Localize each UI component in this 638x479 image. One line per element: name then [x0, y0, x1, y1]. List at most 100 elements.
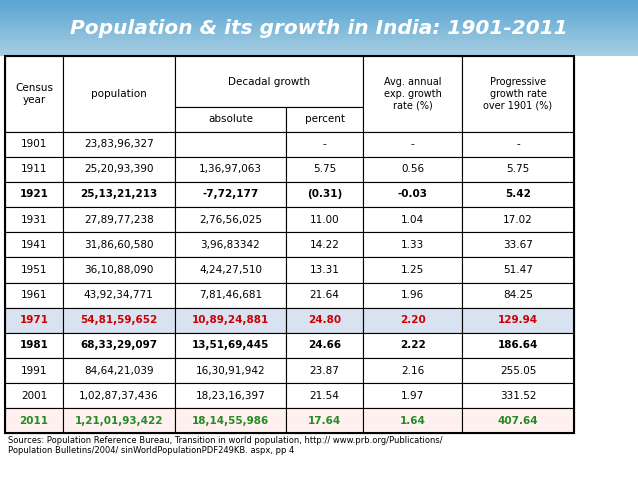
Bar	[5, 207, 63, 232]
Bar	[286, 333, 363, 358]
Text: Avg. annual
exp. growth
rate (%): Avg. annual exp. growth rate (%)	[383, 77, 441, 110]
Bar	[175, 383, 286, 408]
Bar	[63, 283, 175, 308]
Bar	[63, 56, 175, 132]
Bar	[5, 308, 63, 333]
Bar	[63, 207, 175, 232]
Text: 1971: 1971	[20, 315, 48, 325]
Text: 18,23,16,397: 18,23,16,397	[196, 391, 265, 401]
Bar	[175, 308, 286, 333]
Bar	[363, 157, 462, 182]
Text: 24.66: 24.66	[308, 341, 341, 351]
Text: 17.02: 17.02	[503, 215, 533, 225]
Text: 7,81,46,681: 7,81,46,681	[199, 290, 262, 300]
Text: 2011: 2011	[20, 416, 48, 426]
Bar	[5, 358, 63, 383]
Bar	[363, 257, 462, 283]
Bar	[175, 408, 286, 433]
Text: -: -	[411, 139, 415, 149]
Bar	[5, 257, 63, 283]
Bar	[175, 182, 286, 207]
Text: 24.80: 24.80	[308, 315, 341, 325]
Bar	[286, 232, 363, 257]
Text: 255.05: 255.05	[500, 365, 536, 376]
Text: 54,81,59,652: 54,81,59,652	[80, 315, 158, 325]
Text: 13.31: 13.31	[309, 265, 339, 275]
Text: 21.54: 21.54	[309, 391, 339, 401]
Text: 25,13,21,213: 25,13,21,213	[80, 189, 158, 199]
Bar	[286, 132, 363, 157]
Bar	[175, 56, 363, 107]
Bar	[5, 232, 63, 257]
Text: 1901: 1901	[21, 139, 47, 149]
Text: 1931: 1931	[20, 215, 47, 225]
Bar	[5, 283, 63, 308]
Text: 1.25: 1.25	[401, 265, 424, 275]
Text: 84,64,21,039: 84,64,21,039	[84, 365, 154, 376]
Bar	[63, 308, 175, 333]
Bar	[175, 232, 286, 257]
Text: -0.03: -0.03	[397, 189, 427, 199]
Bar	[286, 358, 363, 383]
Text: 331.52: 331.52	[500, 391, 537, 401]
Text: (0.31): (0.31)	[307, 189, 342, 199]
Bar	[363, 283, 462, 308]
Bar	[63, 132, 175, 157]
Bar	[363, 408, 462, 433]
Bar	[5, 182, 63, 207]
Text: Population & its growth in India: 1901-2011: Population & its growth in India: 1901-2…	[70, 19, 568, 37]
Text: 2.22: 2.22	[399, 341, 426, 351]
Bar	[363, 56, 462, 132]
Bar	[462, 232, 574, 257]
Text: Census
year: Census year	[15, 83, 53, 104]
Text: 43,92,34,771: 43,92,34,771	[84, 290, 154, 300]
Text: 5.42: 5.42	[505, 189, 531, 199]
Text: 11.00: 11.00	[310, 215, 339, 225]
Text: 3,96,83342: 3,96,83342	[200, 240, 260, 250]
Text: 14.22: 14.22	[309, 240, 339, 250]
Text: 1991: 1991	[20, 365, 47, 376]
Text: 23,83,96,327: 23,83,96,327	[84, 139, 154, 149]
Bar	[63, 257, 175, 283]
Bar	[363, 232, 462, 257]
Text: 84.25: 84.25	[503, 290, 533, 300]
Bar	[63, 408, 175, 433]
Bar	[462, 56, 574, 132]
Text: 2001: 2001	[21, 391, 47, 401]
Bar	[286, 408, 363, 433]
Bar	[286, 308, 363, 333]
Text: 1,02,87,37,436: 1,02,87,37,436	[79, 391, 159, 401]
Text: 1951: 1951	[20, 265, 47, 275]
Bar	[5, 132, 63, 157]
Text: 27,89,77,238: 27,89,77,238	[84, 215, 154, 225]
Bar	[5, 333, 63, 358]
Text: 186.64: 186.64	[498, 341, 538, 351]
Bar	[363, 182, 462, 207]
Bar	[286, 107, 363, 132]
Bar	[462, 358, 574, 383]
Bar	[286, 283, 363, 308]
Text: 36,10,88,090: 36,10,88,090	[84, 265, 153, 275]
Text: 1961: 1961	[20, 290, 47, 300]
Bar	[363, 308, 462, 333]
Text: 51.47: 51.47	[503, 265, 533, 275]
Text: 1981: 1981	[20, 341, 48, 351]
Text: 1,36,97,063: 1,36,97,063	[199, 164, 262, 174]
Bar	[363, 358, 462, 383]
Bar	[5, 408, 63, 433]
Text: 2,76,56,025: 2,76,56,025	[199, 215, 262, 225]
Bar	[175, 107, 286, 132]
Bar	[175, 257, 286, 283]
Bar	[175, 333, 286, 358]
Text: 1,21,01,93,422: 1,21,01,93,422	[75, 416, 163, 426]
Text: 16,30,91,942: 16,30,91,942	[196, 365, 265, 376]
Bar	[175, 132, 286, 157]
Bar	[5, 157, 63, 182]
Text: 1.96: 1.96	[401, 290, 424, 300]
Text: 21.64: 21.64	[309, 290, 339, 300]
Text: 17.64: 17.64	[308, 416, 341, 426]
Text: 33.67: 33.67	[503, 240, 533, 250]
Bar	[462, 257, 574, 283]
Text: 18,14,55,986: 18,14,55,986	[192, 416, 269, 426]
Text: Sources: Population Reference Bureau, Transition in world population, http:// ww: Sources: Population Reference Bureau, Tr…	[8, 436, 443, 455]
